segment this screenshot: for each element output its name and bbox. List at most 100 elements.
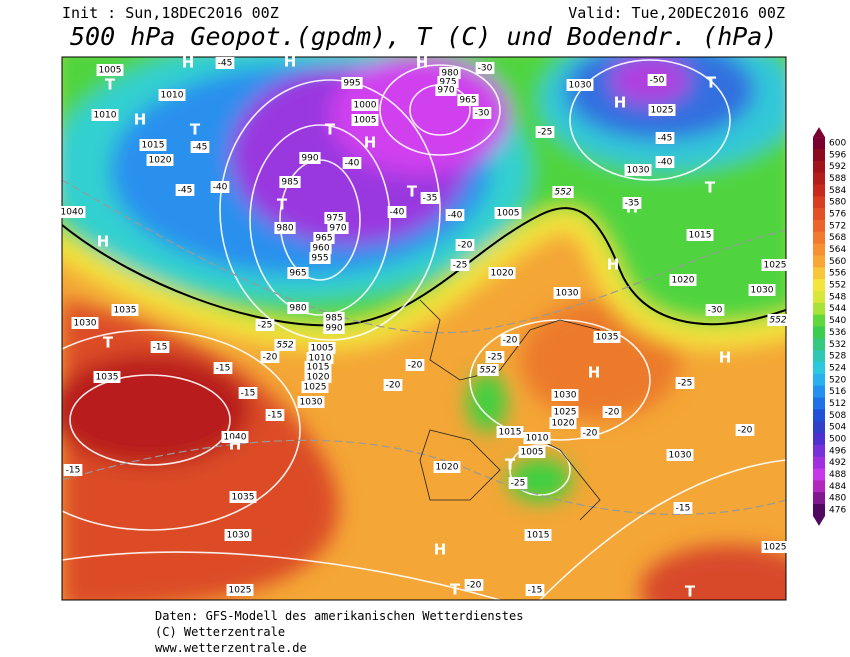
label-text: -15: [676, 504, 691, 514]
legend-level: 580: [829, 198, 846, 208]
label-box: [387, 206, 407, 218]
legend-swatch: [813, 504, 825, 517]
label-box: [551, 389, 579, 401]
temperature-label: -20: [260, 351, 280, 363]
label-text: 1010: [94, 111, 117, 121]
label-text: 1025: [764, 543, 787, 553]
legend-swatch: [813, 480, 825, 493]
label-text: 1030: [569, 81, 592, 91]
legend-swatch: [813, 397, 825, 410]
label-box: [580, 427, 600, 439]
label-text: 965: [315, 234, 332, 244]
label-box: [287, 267, 309, 279]
label-box: [669, 274, 697, 286]
pressure-label: 1015: [304, 361, 332, 373]
label-box: [265, 409, 285, 421]
geopotential-label: 552: [767, 314, 789, 326]
pressure-center: H: [229, 436, 242, 454]
pressure-center: T: [450, 581, 461, 599]
pressure-label: 1025: [301, 381, 329, 393]
pressure-label: 1020: [488, 267, 516, 279]
legend-swatch: [813, 267, 825, 280]
legend-swatch: [813, 184, 825, 197]
label-text: 1035: [96, 373, 119, 383]
legend-level: 500: [829, 434, 846, 444]
label-text: 955: [311, 254, 328, 264]
legend-swatch: [813, 148, 825, 162]
pressure-label: 1025: [648, 104, 676, 116]
label-box: [310, 242, 332, 254]
label-box: [351, 114, 379, 126]
legend-swatch: [813, 362, 825, 375]
legend-swatch: [813, 160, 825, 174]
label-text: -20: [408, 361, 423, 371]
temperature-label: -35: [420, 192, 440, 204]
label-box: [96, 64, 124, 76]
label-box: [552, 186, 574, 198]
pressure-label: 980: [287, 302, 309, 314]
label-box: [229, 491, 257, 503]
label-box: [304, 361, 332, 373]
label-text: 1030: [627, 166, 650, 176]
label-box: [472, 107, 492, 119]
legend-level: 536: [829, 328, 846, 338]
pressure-label: 985: [279, 176, 301, 188]
label-box: [524, 529, 552, 541]
temperature-label: -25: [535, 126, 555, 138]
label-text: 965: [459, 96, 476, 106]
legend-level: 532: [829, 340, 846, 350]
legend-swatch: [813, 385, 825, 399]
legend-swatch: [813, 326, 825, 339]
label-box: [551, 406, 579, 418]
label-text: -20: [386, 381, 401, 391]
label-text: -35: [423, 194, 438, 204]
label-text: 1005: [521, 448, 544, 458]
pressure-label: 1030: [71, 317, 99, 329]
label-box: [485, 351, 505, 363]
legend-level: 592: [829, 162, 846, 172]
label-text: -20: [583, 429, 598, 439]
label-text: 1015: [499, 428, 522, 438]
label-box: [93, 371, 121, 383]
label-text: 980: [441, 69, 458, 79]
label-text: 1030: [751, 286, 774, 296]
label-text: 1030: [300, 398, 323, 408]
label-box: [341, 77, 363, 89]
legend-swatch: [813, 219, 825, 233]
label-text: 1020: [672, 276, 695, 286]
label-box: [761, 259, 789, 271]
label-text: -15: [268, 411, 283, 421]
legend-level: 496: [829, 446, 846, 456]
pressure-label: 1040: [221, 431, 249, 443]
label-text: 1030: [74, 319, 97, 329]
label-text: -35: [625, 199, 640, 209]
pressure-center: T: [706, 74, 717, 92]
pressure-label: 1030: [666, 449, 694, 461]
label-text: -25: [258, 321, 273, 331]
label-box: [351, 99, 379, 111]
label-text: -45: [658, 134, 673, 144]
label-box: [494, 207, 522, 219]
label-box: [666, 449, 694, 461]
legend-swatch: [813, 255, 825, 268]
color-legend: 6005965925885845805765725685645605565525…: [813, 127, 846, 526]
label-box: [686, 229, 714, 241]
label-text: -40: [390, 208, 405, 218]
temperature-label: -40: [342, 157, 362, 169]
pressure-label: 1010: [158, 89, 186, 101]
label-box: [111, 304, 139, 316]
temperature-label: -25: [508, 477, 528, 489]
label-box: [304, 371, 332, 383]
label-box: [655, 156, 675, 168]
legend-level: 588: [829, 174, 846, 184]
legend-swatch: [813, 172, 825, 185]
pressure-center: H: [607, 256, 620, 274]
label-box: [158, 89, 186, 101]
copyright: (C) Wetterzentrale: [155, 625, 285, 639]
label-text: 980: [276, 224, 293, 234]
label-text: 552: [554, 188, 571, 198]
label-box: [215, 57, 235, 69]
pressure-center: H: [434, 541, 447, 559]
legend-level: 600: [829, 139, 846, 149]
pressure-label: 1005: [308, 342, 336, 354]
